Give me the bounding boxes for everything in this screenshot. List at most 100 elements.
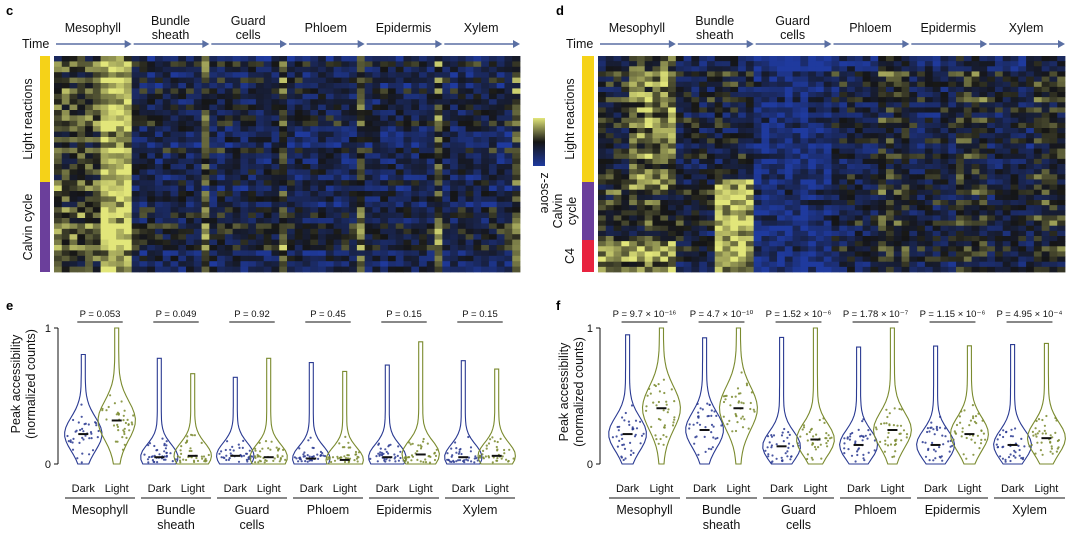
heat-cell: [365, 88, 373, 94]
heat-cell: [863, 246, 871, 252]
heat-cell: [365, 121, 373, 127]
heat-cell: [504, 126, 512, 132]
heat-cell: [497, 105, 505, 111]
heat-cell: [186, 240, 194, 246]
heat-cell: [264, 175, 272, 181]
heat-cell: [824, 169, 832, 175]
heat-cell: [124, 223, 132, 229]
heat-cell: [372, 240, 380, 246]
heat-cell: [341, 250, 349, 256]
heat-cell: [870, 185, 878, 191]
heat-cell: [808, 113, 816, 119]
heat-cell: [124, 218, 132, 224]
heat-cell: [442, 121, 450, 127]
heat-cell: [147, 99, 155, 105]
heat-cell: [489, 256, 497, 262]
heat-cell: [256, 202, 264, 208]
heat-cell: [388, 78, 396, 84]
heat-cell: [372, 218, 380, 224]
heat-cell: [1003, 205, 1011, 211]
heat-cell: [832, 66, 840, 72]
heat-cell: [839, 226, 847, 232]
heat-cell: [85, 121, 93, 127]
heat-cell: [116, 132, 124, 138]
heat-cell: [256, 153, 264, 159]
heat-cell: [979, 190, 987, 196]
heat-cell: [155, 202, 163, 208]
heat-cell: [419, 245, 427, 251]
heat-cell: [279, 105, 287, 111]
heat-cell: [855, 205, 863, 211]
heat-cell: [940, 138, 948, 144]
heat-cell: [995, 174, 1003, 180]
heat-cell: [450, 94, 458, 100]
heat-cell: [1011, 195, 1019, 201]
heat-cell: [85, 153, 93, 159]
heat-cell: [240, 61, 248, 67]
heat-cell: [948, 61, 956, 67]
heat-cell: [101, 256, 109, 262]
heat-cell: [878, 262, 886, 268]
heat-cell: [606, 102, 614, 108]
heat-cell: [832, 169, 840, 175]
heat-cell: [404, 240, 412, 246]
heat-cell: [621, 87, 629, 93]
heat-cell: [256, 250, 264, 256]
heat-cell: [660, 107, 668, 113]
heat-cell: [489, 229, 497, 235]
heat-cell: [972, 267, 980, 273]
heat-cell: [512, 78, 520, 84]
heat-cell: [171, 169, 179, 175]
heat-cell: [194, 83, 202, 89]
heat-cell: [287, 153, 295, 159]
heat-cell: [761, 154, 769, 160]
heat-cell: [341, 142, 349, 148]
heat-cell: [171, 180, 179, 186]
heat-cell: [847, 164, 855, 170]
heat-cell: [754, 149, 762, 155]
heat-cell: [1034, 226, 1042, 232]
heat-cell: [699, 128, 707, 134]
heat-cell: [730, 92, 738, 98]
heat-cell: [894, 113, 902, 119]
heat-cell: [691, 246, 699, 252]
heat-cell: [466, 83, 474, 89]
heat-cell: [761, 236, 769, 242]
heat-cell: [349, 72, 357, 78]
heat-cell: [979, 200, 987, 206]
heat-cell: [824, 200, 832, 206]
heat-cell: [979, 185, 987, 191]
heat-cell: [940, 56, 948, 62]
heat-cell: [411, 223, 419, 229]
heat-cell: [863, 77, 871, 83]
heat-cell: [933, 190, 941, 196]
heat-cell: [349, 78, 357, 84]
heat-cell: [458, 61, 466, 67]
heat-cell: [202, 110, 210, 116]
heat-cell: [863, 169, 871, 175]
heat-cell: [396, 256, 404, 262]
heat-cell: [380, 229, 388, 235]
heat-cell: [1011, 92, 1019, 98]
heat-cell: [209, 67, 217, 73]
heat-cell: [746, 205, 754, 211]
heat-cell: [730, 82, 738, 88]
heat-cell: [746, 210, 754, 216]
heat-cell: [396, 202, 404, 208]
heat-cell: [419, 67, 427, 73]
heat-cell: [917, 149, 925, 155]
heat-cell: [925, 56, 933, 62]
heat-cell: [147, 110, 155, 116]
heat-cell: [256, 61, 264, 67]
heat-cell: [1003, 190, 1011, 196]
header-xylem: Xylem: [1009, 21, 1044, 35]
heat-cell: [800, 205, 808, 211]
heat-cell: [287, 61, 295, 67]
heat-cell: [1049, 87, 1057, 93]
heat-cell: [629, 231, 637, 237]
heat-cell: [124, 186, 132, 192]
heat-cell: [723, 133, 731, 139]
heat-cell: [54, 137, 62, 143]
heat-cell: [1049, 102, 1057, 108]
heat-cell: [816, 71, 824, 77]
